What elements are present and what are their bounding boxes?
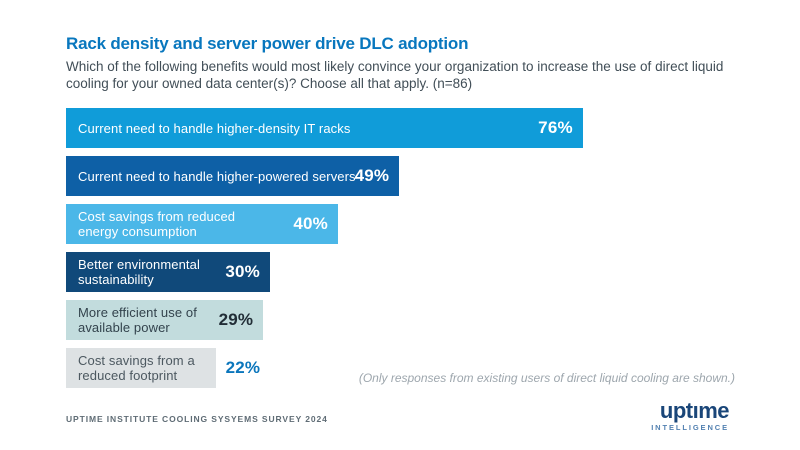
bar-4: Better environmental sustainability 30% bbox=[66, 252, 270, 292]
bar-5: More efficient use of available power 29% bbox=[66, 300, 264, 340]
bar-label: Current need to handle higher-powered se… bbox=[78, 168, 356, 184]
survey-question: Which of the following benefits would mo… bbox=[66, 59, 724, 91]
bar-chart: Current need to handle higher-density IT… bbox=[66, 108, 766, 396]
uptime-wordmark: uptıme bbox=[659, 398, 730, 423]
survey-source-label: UPTIME INSTITUTE COOLING SYSYEMS SURVEY … bbox=[66, 414, 328, 424]
bar-2: Current need to handle higher-powered se… bbox=[66, 156, 400, 196]
intelligence-label: INTELLIGENCE bbox=[651, 423, 729, 432]
bar-label: More efficient use of available power bbox=[78, 305, 197, 335]
bar-row-4: Better environmental sustainability 30% bbox=[66, 252, 766, 292]
bar-label: Better environmental sustainability bbox=[78, 257, 200, 287]
bar-row-1: Current need to handle higher-density IT… bbox=[66, 108, 766, 148]
page-title: Rack density and server power drive DLC … bbox=[66, 34, 469, 53]
bar-row-6: Cost savings from a reduced footprint 22% bbox=[66, 348, 766, 388]
bar-1: Current need to handle higher-density IT… bbox=[66, 108, 583, 148]
bar-label: Cost savings from a reduced footprint bbox=[78, 353, 195, 383]
bar-label: Current need to handle higher-density IT… bbox=[78, 120, 351, 136]
bar-row-2: Current need to handle higher-powered se… bbox=[66, 156, 766, 196]
bar-value: 49% bbox=[354, 166, 390, 185]
bar-3: Cost savings from reduced energy consumpt… bbox=[66, 204, 338, 244]
bar-label: Cost savings from reduced energy consumpt… bbox=[78, 209, 236, 239]
chart-note: (Only responses from existing users of d… bbox=[358, 371, 735, 385]
bar-row-5: More efficient use of available power 29% bbox=[66, 300, 766, 340]
bar-value: 29% bbox=[218, 310, 254, 329]
bar-value: 40% bbox=[293, 214, 328, 233]
bar-value: 76% bbox=[538, 118, 573, 137]
bar-6: Cost savings from a reduced footprint 22% bbox=[66, 348, 260, 388]
bar-value: 22% bbox=[225, 358, 261, 377]
uptime-intelligence-logo: uptıme INTELLIGENCE bbox=[651, 398, 730, 433]
bar-row-3: Cost savings from reduced energy consumpt… bbox=[66, 204, 766, 244]
bar-value: 30% bbox=[225, 262, 260, 281]
